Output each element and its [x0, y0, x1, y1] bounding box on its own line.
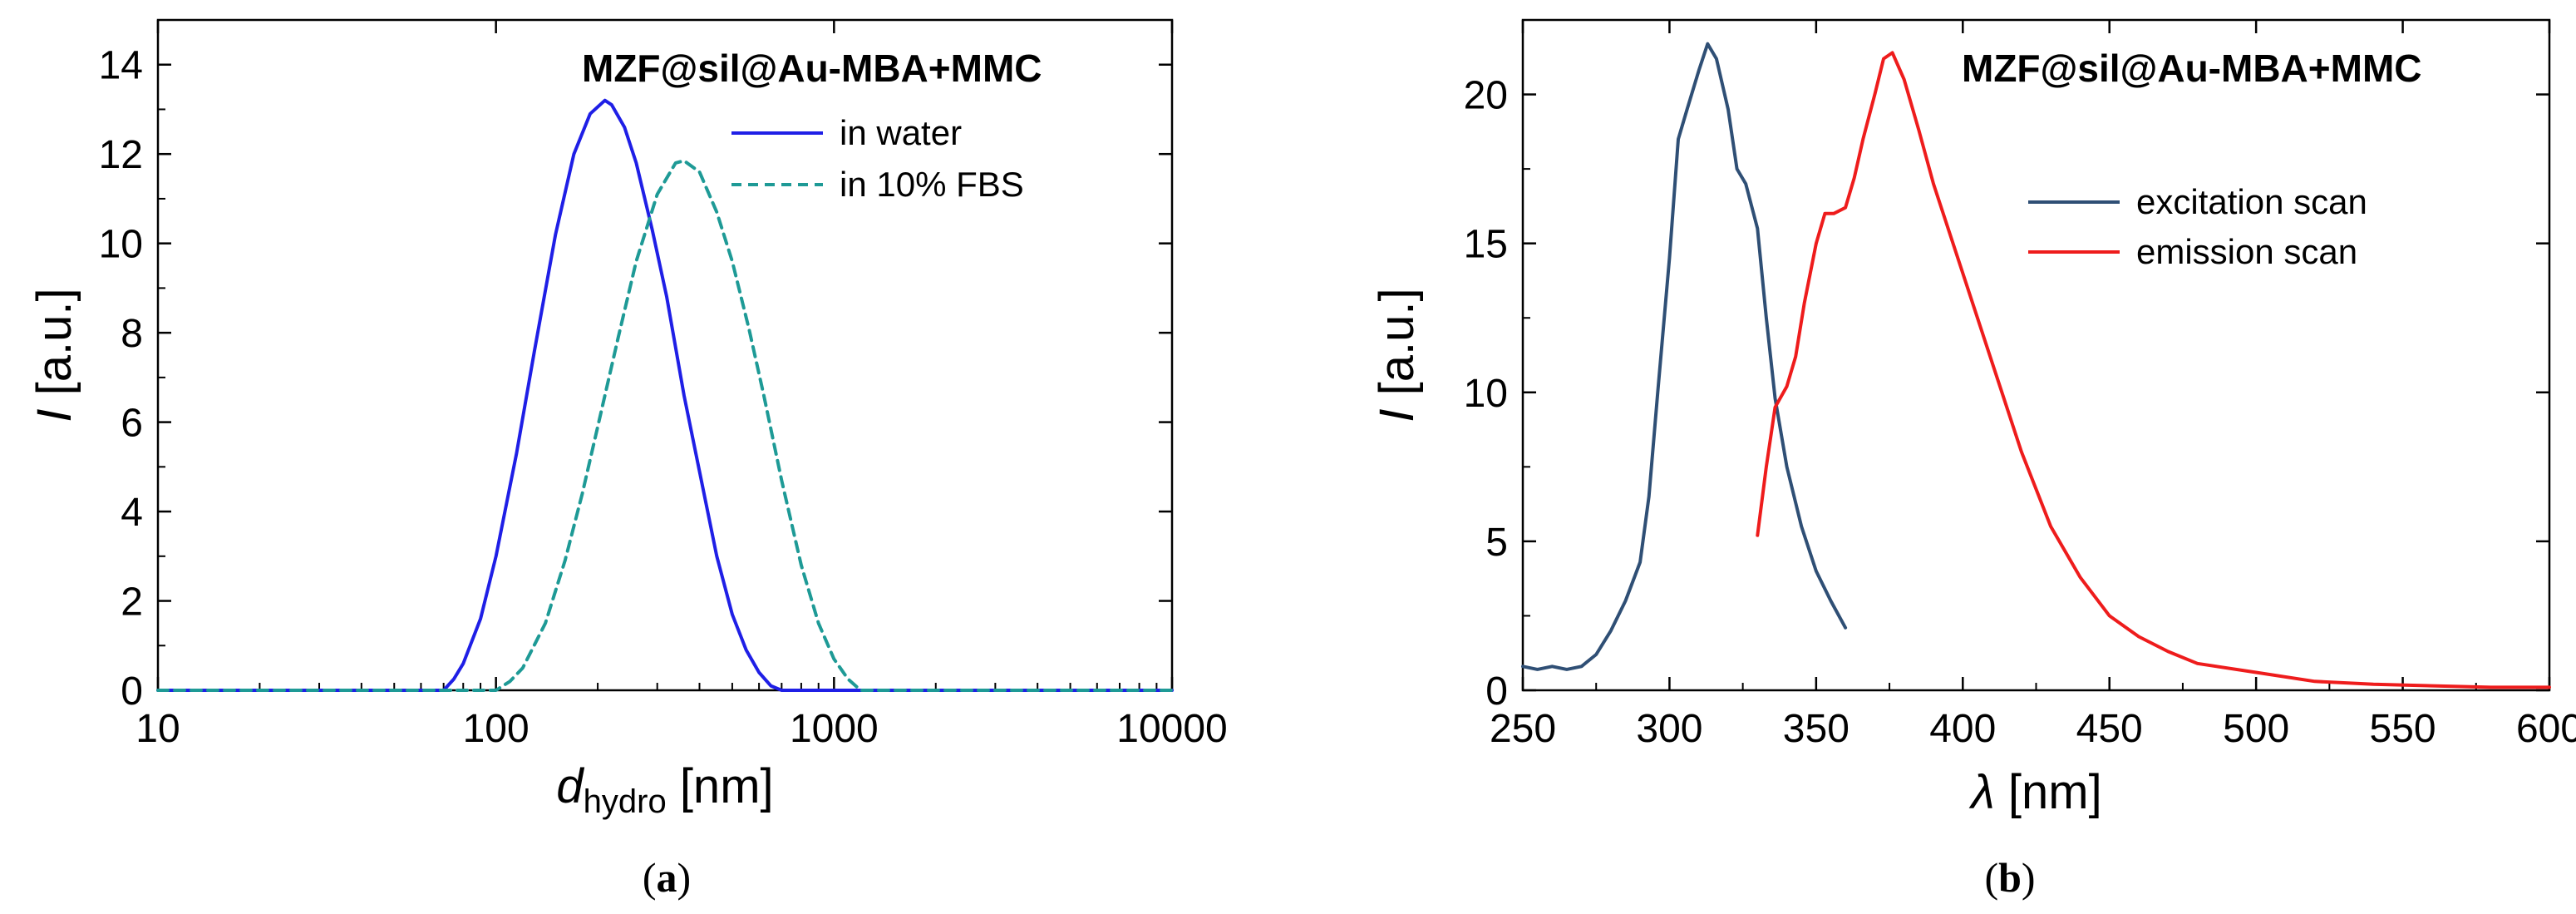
y-tick-label: 10 [1464, 372, 1508, 416]
panel-b-y-axis-main: I [1370, 408, 1424, 422]
panel-b: 250 300 350 400 450 500 550 600 0 5 10 15 20 MZF@si… [1370, 18, 2576, 901]
y-tick-label: 5 [1485, 521, 1508, 565]
panel-a-x-axis-sub: hydro [584, 783, 667, 820]
panel-a-legend: in water in 10% FBS [731, 113, 1024, 204]
panel-b-series-layer [1521, 42, 2551, 689]
panel-a-x-ticks: 10 100 1000 10000 [135, 20, 1228, 751]
x-tick-label: 100 [463, 707, 529, 751]
panel-b-y-axis-unit: [a.u.] [1370, 288, 1424, 408]
x-tick-label: 550 [2370, 707, 2436, 751]
series-line-in-10-fbs [156, 159, 1174, 692]
y-tick-label: 0 [121, 669, 143, 714]
panel-b-caption: (b) [1984, 854, 2035, 901]
panel-a-x-axis-title: dhydro [nm] [556, 759, 773, 820]
x-tick-label: 600 [2516, 707, 2576, 751]
x-tick-label: 1000 [790, 707, 879, 751]
panel-a-y-axis-unit: [a.u.] [27, 288, 81, 408]
series-line-excitation-scan [1521, 42, 1848, 671]
legend-label-excitation-scan: excitation scan [2136, 182, 2367, 221]
panel-a-series-layer [156, 98, 1174, 692]
y-tick-label: 14 [99, 44, 143, 88]
legend-label-in-water: in water [840, 113, 962, 152]
panel-b-legend: excitation scan emission scan [2028, 182, 2367, 271]
panel-b-y-ticks: 0 5 10 15 20 [1464, 74, 2549, 714]
panel-a-x-axis-main: d [556, 759, 584, 813]
panel-a-plot-frame [156, 18, 1174, 692]
y-tick-label: 4 [121, 491, 143, 535]
x-tick-label: 250 [1490, 707, 1556, 751]
y-tick-label: 8 [121, 312, 143, 356]
y-tick-label: 20 [1464, 74, 1508, 118]
y-tick-label: 10 [99, 223, 143, 267]
y-tick-label: 2 [121, 581, 143, 625]
legend-label-emission-scan: emission scan [2136, 232, 2357, 271]
panel-a-y-axis-main: I [27, 408, 81, 422]
x-tick-label: 10000 [1116, 707, 1227, 751]
panel-b-x-axis-unit: [nm] [1995, 765, 2102, 819]
x-tick-label: 300 [1636, 707, 1702, 751]
legend-label-in-fbs: in 10% FBS [840, 165, 1024, 204]
x-tick-label: 400 [1929, 707, 1996, 751]
panel-a: 10 100 1000 10000 0 2 4 6 8 10 12 14 MZF@sil@Au-MB… [27, 18, 1228, 901]
panel-b-title: MZF@sil@Au-MBA+MMC [1962, 47, 2421, 90]
x-tick-label: 10 [135, 707, 180, 751]
series-line-emission-scan [1756, 51, 2551, 689]
series-line-in-water [156, 98, 1174, 692]
panel-b-x-axis-title: λ [nm] [1968, 765, 2101, 819]
y-tick-label: 6 [121, 402, 143, 446]
panel-a-caption: (a) [643, 854, 691, 901]
y-tick-label: 15 [1464, 223, 1508, 267]
x-tick-label: 450 [2076, 707, 2143, 751]
panel-b-x-ticks: 250 300 350 400 450 500 550 600 [1490, 20, 2576, 751]
y-tick-label: 0 [1485, 669, 1508, 714]
x-tick-label: 500 [2223, 707, 2289, 751]
panel-b-x-axis-main: λ [1968, 765, 1995, 819]
y-tick-label: 12 [99, 133, 143, 177]
x-tick-label: 350 [1783, 707, 1849, 751]
panel-b-y-axis-title: I [a.u.] [1370, 288, 1424, 422]
panel-a-y-axis-title: I [a.u.] [27, 288, 81, 422]
panel-a-title: MZF@sil@Au-MBA+MMC [582, 47, 1042, 90]
panel-a-x-axis-unit: [nm] [667, 759, 774, 813]
panel-a-y-ticks: 0 2 4 6 8 10 12 14 [99, 44, 1172, 714]
